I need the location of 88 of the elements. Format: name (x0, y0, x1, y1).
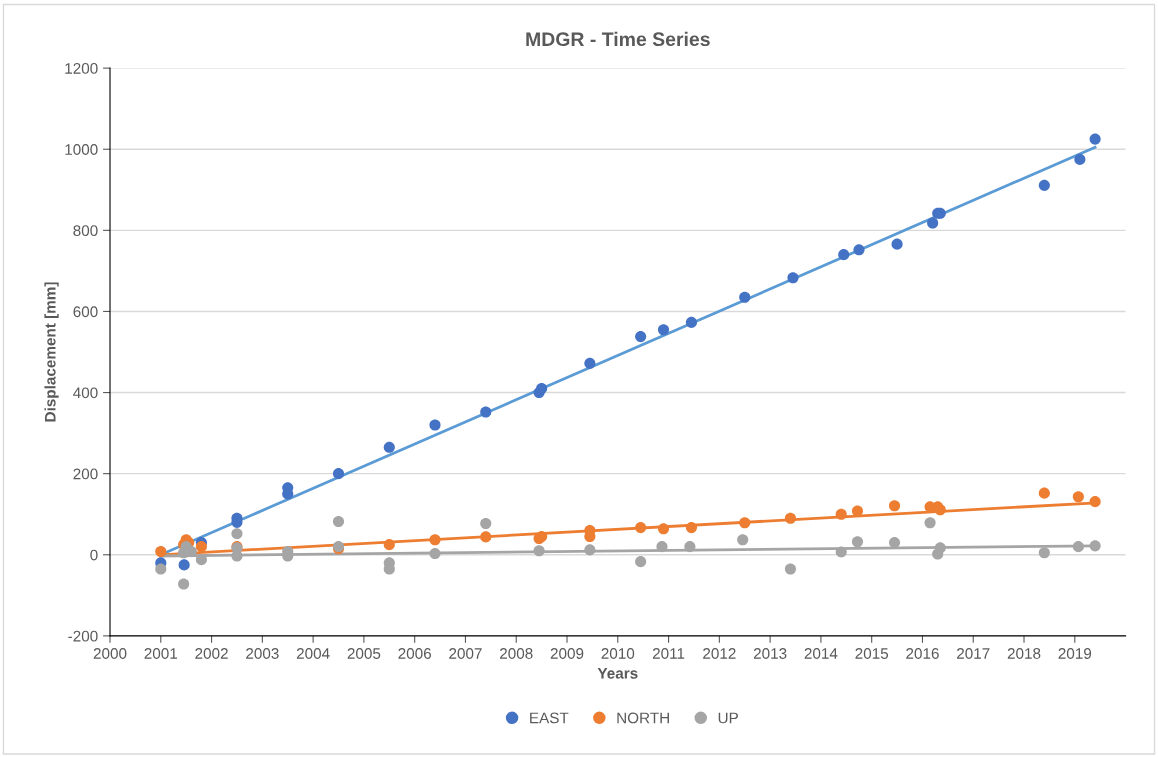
point (1089, 133, 1101, 145)
x-tick-label: 2004 (296, 648, 330, 659)
x-tick-label: 2018 (1007, 648, 1041, 659)
point (332, 515, 345, 528)
point (480, 517, 492, 530)
x-tick-label: 2017 (957, 648, 990, 659)
point (838, 249, 850, 261)
point (178, 578, 190, 590)
chart-title: MDGR - Time Series (526, 31, 710, 47)
point (656, 541, 668, 553)
point (784, 512, 796, 524)
point (635, 556, 647, 568)
x-tick-label: 2012 (703, 648, 736, 659)
x-tick-label: 2013 (753, 648, 787, 659)
point (685, 316, 697, 328)
point (383, 441, 395, 453)
point (1074, 153, 1086, 165)
y-tick-label: 0 (90, 549, 98, 561)
point (383, 539, 395, 551)
point (787, 272, 799, 284)
point (924, 517, 936, 529)
point (1038, 179, 1050, 191)
point (584, 357, 596, 369)
x-tick-label: 2015 (855, 648, 889, 659)
y-tick-label: 200 (73, 468, 98, 480)
x-tick-label: 2011 (652, 648, 685, 659)
point (737, 534, 749, 546)
point (1072, 541, 1084, 553)
x-tick-label: 2007 (449, 648, 482, 659)
point (1089, 496, 1101, 508)
point (584, 544, 596, 556)
point (155, 563, 167, 575)
point (635, 331, 647, 343)
point (1072, 491, 1084, 503)
point (888, 500, 901, 512)
point (480, 406, 492, 418)
x-tick-label: 2006 (398, 648, 431, 659)
point (231, 528, 243, 540)
y-tick-label: 400 (73, 387, 98, 399)
x-tick-label: 2016 (906, 648, 939, 659)
point (195, 541, 207, 553)
point (533, 545, 545, 557)
point (835, 546, 847, 558)
point (784, 563, 796, 575)
x-tick-label: 2002 (195, 648, 228, 659)
point (1038, 487, 1050, 499)
point (934, 542, 946, 554)
point (684, 541, 696, 553)
point (657, 523, 670, 535)
x-tick-label: 2003 (246, 648, 279, 659)
point (891, 238, 903, 250)
point (739, 291, 751, 303)
x-tick-label: 2009 (550, 648, 584, 659)
point (657, 324, 670, 336)
x-axis-title: Years (597, 668, 638, 679)
y-tick-label: 1000 (65, 144, 98, 155)
point (851, 536, 864, 548)
point (429, 534, 441, 546)
x-tick-label: 2014 (804, 648, 838, 659)
x-tick-label: 2000 (93, 648, 127, 659)
point (429, 419, 441, 431)
x-tick-label: 2008 (500, 648, 533, 659)
point (739, 517, 751, 529)
point (1038, 547, 1050, 559)
x-tick-label: 2019 (1058, 648, 1092, 659)
y-tick-label: 600 (73, 306, 98, 318)
x-tick-label: 2001 (144, 648, 178, 659)
y-tick-label: -200 (68, 630, 98, 642)
point (635, 522, 647, 534)
point (536, 382, 548, 395)
y-axis-title: Displacement [mm] (44, 282, 59, 422)
y-tick-label: 1200 (65, 63, 98, 74)
point (332, 468, 345, 480)
legend-label: EAST (530, 712, 569, 724)
point (1089, 540, 1101, 552)
point (178, 559, 190, 571)
point (480, 531, 492, 543)
x-tick-label: 2005 (347, 648, 381, 659)
point (685, 522, 697, 534)
legend-label: NORTH (617, 712, 669, 724)
point (835, 508, 847, 520)
x-tick-label: 2010 (601, 648, 635, 659)
point (155, 545, 167, 558)
point (429, 548, 441, 560)
point (853, 244, 865, 256)
legend-label: UP (718, 712, 738, 724)
point (927, 217, 939, 229)
y-tick-label: 800 (73, 225, 98, 237)
